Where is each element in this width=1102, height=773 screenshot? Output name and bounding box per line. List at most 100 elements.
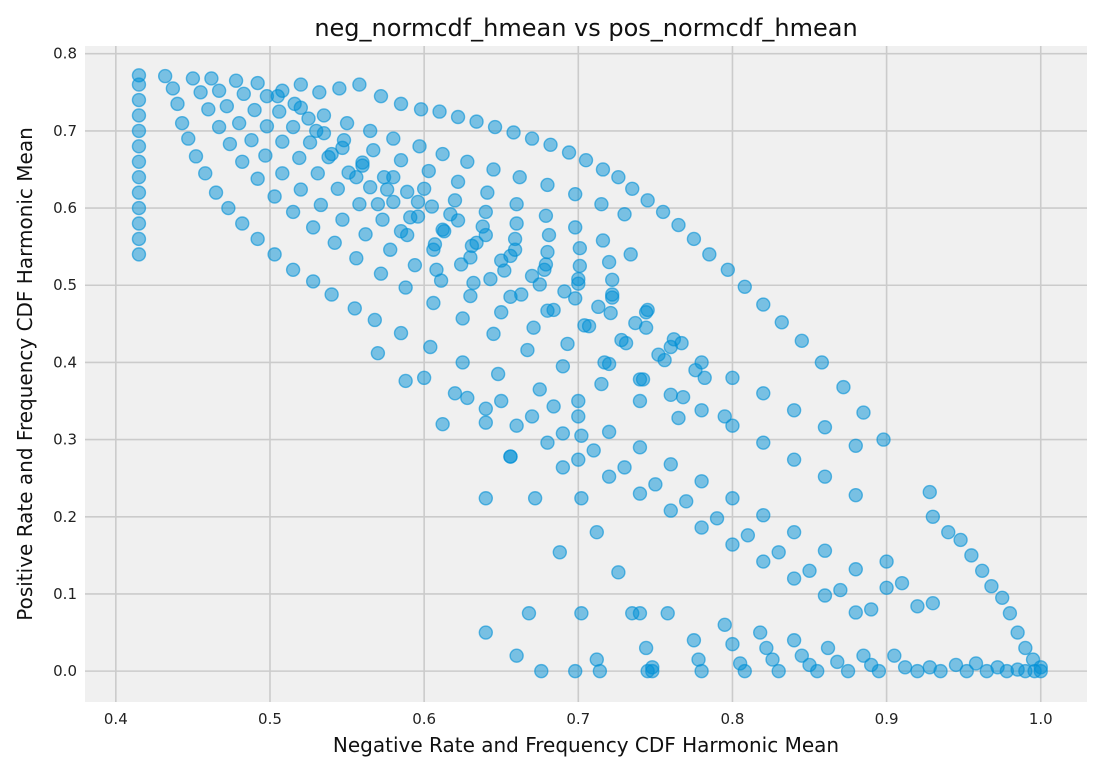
data-point [538, 208, 554, 223]
data-point [879, 580, 894, 595]
data-point [131, 108, 147, 123]
data-point [737, 663, 752, 679]
data-point [663, 503, 678, 518]
data-point [292, 150, 307, 166]
data-point [312, 85, 327, 100]
data-point [848, 605, 863, 620]
data-point [375, 212, 390, 227]
data-point [638, 305, 654, 320]
data-point [366, 142, 381, 158]
data-point [814, 355, 830, 370]
data-point [509, 418, 524, 433]
data-point [771, 545, 786, 560]
data-point [131, 154, 147, 169]
data-point [478, 204, 493, 220]
data-point [876, 432, 891, 447]
data-point [759, 640, 774, 656]
data-point [487, 119, 503, 135]
data-point [483, 271, 498, 287]
data-point [235, 154, 250, 169]
data-point [995, 590, 1010, 606]
data-point [520, 342, 535, 358]
data-point [974, 563, 990, 578]
data-point [285, 119, 301, 135]
data-point [460, 390, 475, 406]
data-point [503, 449, 518, 464]
data-point [555, 460, 571, 475]
y-tick-label: 0.8 [53, 45, 77, 63]
data-point [293, 100, 309, 115]
data-point [578, 153, 594, 168]
data-point [421, 163, 436, 179]
data-point [534, 663, 549, 679]
data-point [524, 409, 540, 424]
data-point [335, 212, 350, 227]
data-point [871, 663, 887, 679]
data-point [568, 291, 583, 306]
x-axis-ticks: 0.4 0.5 0.6 0.7 0.8 0.9 1.0 [104, 710, 1053, 728]
data-point [527, 491, 543, 506]
data-point [174, 115, 190, 131]
data-point [1033, 663, 1048, 679]
data-point [526, 320, 541, 335]
data-point [460, 154, 475, 169]
data-point [910, 663, 925, 679]
data-point [671, 410, 686, 426]
data-point [193, 85, 208, 100]
data-point [181, 131, 196, 146]
data-point [435, 416, 450, 432]
data-point [786, 633, 802, 648]
data-point [1010, 625, 1025, 640]
data-point [185, 71, 201, 86]
data-point [571, 452, 586, 467]
data-point [386, 194, 401, 210]
data-point [786, 525, 802, 540]
data-point [756, 435, 771, 450]
data-point [455, 355, 470, 370]
data-point [475, 219, 490, 234]
data-point [589, 525, 604, 540]
data-point [948, 657, 964, 673]
data-point [959, 663, 974, 679]
data-point [786, 571, 802, 586]
data-point [447, 193, 463, 208]
data-point [694, 355, 709, 370]
y-tick-label: 0.3 [53, 431, 77, 449]
data-point [887, 648, 902, 663]
data-point [509, 197, 524, 212]
data-point [347, 301, 362, 316]
data-point [756, 508, 771, 523]
data-point [204, 71, 219, 86]
data-point [250, 231, 265, 247]
data-point [524, 131, 540, 146]
data-point [632, 372, 648, 387]
data-point [794, 648, 810, 663]
y-tick-label: 0.6 [53, 199, 77, 217]
data-point [398, 280, 413, 295]
data-point [601, 424, 617, 440]
data-point [663, 387, 678, 403]
data-point [219, 98, 235, 114]
data-point [925, 509, 941, 524]
data-point [605, 272, 620, 288]
data-point [532, 277, 547, 292]
data-point [594, 376, 609, 392]
data-point [497, 263, 512, 278]
data-point [572, 258, 588, 274]
x-tick-label: 0.4 [104, 710, 128, 728]
data-point [393, 325, 409, 341]
data-point [568, 186, 583, 202]
data-point [463, 288, 478, 304]
data-point [275, 166, 290, 181]
data-point [339, 115, 355, 131]
data-point [856, 648, 871, 663]
data-point [817, 543, 833, 558]
data-point [305, 274, 321, 289]
data-point [247, 102, 262, 118]
data-point [820, 640, 836, 656]
data-point [543, 137, 558, 152]
data-point [925, 596, 941, 611]
data-point [310, 166, 325, 181]
data-point [386, 131, 401, 146]
data-point [480, 185, 495, 200]
